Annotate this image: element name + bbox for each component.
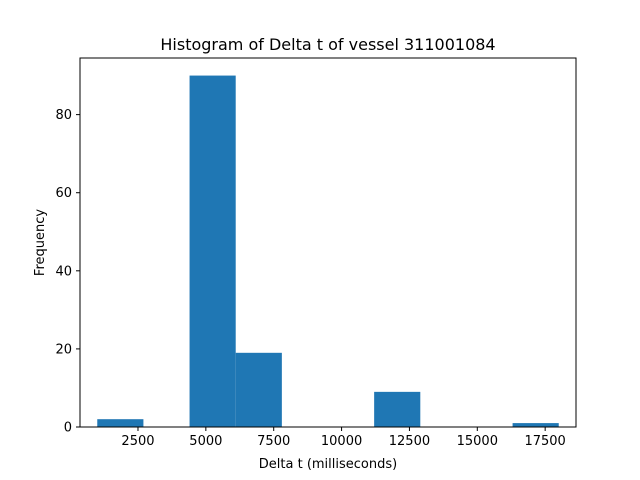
x-tick-label-5: 15000: [457, 434, 498, 449]
x-tick-label-4: 12500: [389, 434, 430, 449]
histogram-bar-0: [97, 419, 144, 427]
y-axis-ticks: 0 20 40 60 80: [55, 108, 80, 436]
x-tick-label-3: 10000: [321, 434, 362, 449]
histogram-bar-6: [374, 391, 421, 427]
bars-group: [97, 75, 559, 428]
x-tick-label-6: 17500: [524, 434, 565, 449]
x-tick-label-1: 5000: [189, 434, 222, 449]
x-tick-label-0: 2500: [121, 434, 154, 449]
histogram-bar-3: [235, 352, 282, 427]
y-tick-label-3: 60: [55, 186, 72, 201]
histogram-bar-2: [189, 75, 236, 428]
x-axis-ticks: 2500 5000 7500 10000 12500 15000 17500: [121, 427, 566, 449]
y-tick-label-0: 0: [64, 421, 72, 436]
histogram-bar-9: [512, 423, 559, 427]
y-tick-label-4: 80: [55, 108, 72, 123]
x-tick-label-2: 7500: [257, 434, 290, 449]
x-axis-label: Delta t (milliseconds): [259, 457, 397, 472]
y-axis-label: Frequency: [33, 209, 48, 276]
chart-title: Histogram of Delta t of vessel 311001084: [160, 35, 495, 54]
y-tick-label-1: 20: [55, 342, 72, 357]
plot-frame: [79, 57, 577, 428]
y-tick-label-2: 40: [55, 264, 72, 279]
